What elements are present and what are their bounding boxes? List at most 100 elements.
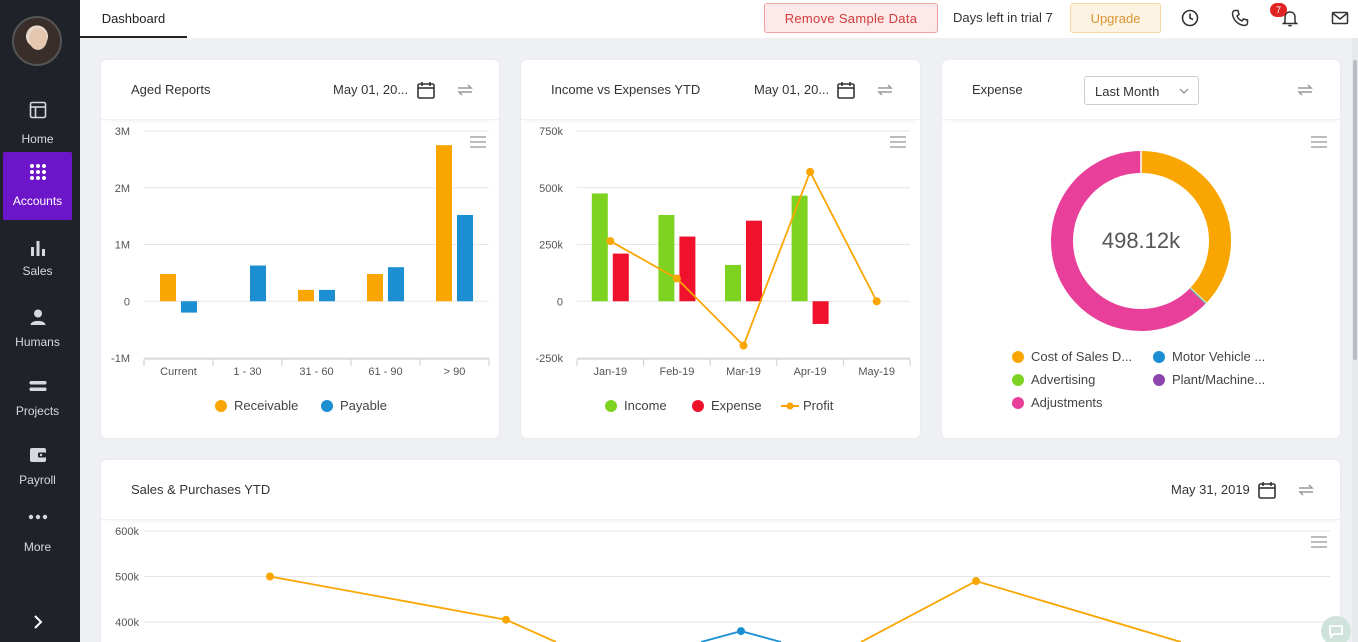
mail-icon[interactable] [1329, 7, 1351, 29]
x-tick-label: 61 - 90 [368, 366, 402, 378]
legend-item-payable[interactable]: Payable [321, 398, 387, 413]
chart-menu-icon[interactable] [1311, 536, 1327, 548]
legend-label: Advertising [1031, 372, 1096, 387]
wallet-icon [3, 445, 72, 465]
person-icon [3, 307, 72, 327]
x-tick-label: Mar-19 [726, 366, 761, 378]
expense-donut-chart [1051, 151, 1231, 331]
sales-point [502, 615, 510, 624]
chevron-down-icon [1179, 88, 1189, 94]
date-picker[interactable]: May 31, 2019 [1171, 482, 1250, 497]
trial-days-text: Days left in trial 7 [953, 10, 1053, 25]
sidebar-item-accounts[interactable]: Accounts [3, 152, 72, 220]
y-tick-label: 0 [557, 296, 563, 308]
bar [250, 265, 266, 302]
sidebar-item-humans[interactable]: Humans [3, 297, 72, 365]
chat-icon[interactable] [1321, 616, 1351, 642]
bar [160, 274, 176, 302]
sidebar-item-more[interactable]: More [3, 503, 72, 571]
profit-point [606, 237, 615, 246]
sidebar-item-label: Payroll [19, 473, 56, 487]
chart-menu-icon[interactable] [1311, 136, 1327, 148]
legend-label: Cost of Sales D... [1031, 349, 1133, 364]
chevron-right-icon[interactable] [26, 610, 50, 634]
sales-purchases-chart: 600k 500k 400k [115, 526, 1330, 642]
sidebar-item-label: More [23, 540, 52, 554]
expense-total: 498.12k [1101, 228, 1181, 253]
profit-point [739, 341, 748, 350]
bar-chart-icon [3, 238, 72, 258]
sidebar-item-label: Home [21, 132, 54, 146]
date-picker[interactable]: May 01, 20... [333, 82, 409, 97]
card-title: Sales & Purchases YTD [131, 482, 271, 497]
bar [367, 274, 383, 302]
y-tick-label: 500k [539, 183, 563, 195]
sidebar-item-sales[interactable]: Sales [3, 228, 72, 296]
chart-menu-icon[interactable] [890, 136, 906, 148]
legend-label: Plant/Machine... [1172, 372, 1266, 387]
donut-slice [1140, 151, 1231, 304]
bar [791, 195, 808, 302]
legend-label: Adjustments [1031, 395, 1103, 410]
sidebar-item-projects[interactable]: Projects [3, 366, 72, 434]
legend-item-plant-machinery[interactable]: Plant/Machine... [1153, 372, 1265, 387]
donut-slice [1051, 151, 1205, 331]
layout-icon [3, 100, 72, 120]
x-tick-label: 1 - 30 [233, 366, 261, 378]
sidebar-item-home[interactable]: Home [3, 90, 72, 158]
refresh-icon[interactable] [1295, 80, 1315, 100]
card-header: Expense Last Month [942, 60, 1340, 120]
top-bar: Dashboard Remove Sample Data Days left i… [80, 0, 1358, 38]
calendar-icon[interactable] [1257, 480, 1277, 500]
legend-item-receivable[interactable]: Receivable [215, 398, 298, 413]
sidebar-item-label: Accounts [12, 194, 63, 208]
avatar[interactable] [12, 16, 62, 66]
legend-item-cost-of-sales[interactable]: Cost of Sales D... [1012, 349, 1132, 364]
refresh-icon[interactable] [875, 80, 895, 100]
sidebar-item-payroll[interactable]: Payroll [3, 435, 72, 503]
period-select-value: Last Month [1095, 84, 1160, 99]
legend-item-income[interactable]: Income [605, 398, 667, 413]
bar [679, 236, 696, 302]
calendar-icon[interactable] [836, 80, 856, 100]
y-tick-label: 600k [115, 526, 139, 538]
x-tick-label: Feb-19 [659, 366, 694, 378]
refresh-icon[interactable] [455, 80, 475, 100]
card-title: Income vs Expenses YTD [551, 82, 701, 97]
phone-icon[interactable] [1229, 7, 1251, 29]
upgrade-button[interactable]: Upgrade [1070, 3, 1161, 33]
calendar-icon[interactable] [416, 80, 436, 100]
legend-item-adjustments[interactable]: Adjustments [1012, 395, 1103, 410]
bar [658, 214, 675, 302]
bell-icon[interactable] [1279, 7, 1301, 29]
tab-dashboard[interactable]: Dashboard [80, 0, 187, 38]
legend-item-advertising[interactable]: Advertising [1012, 372, 1095, 387]
sales-purchases-card: Sales & Purchases YTD May 31, 2019 600k 5… [101, 460, 1340, 642]
date-picker[interactable]: May 01, 20... [754, 82, 830, 97]
card-title: Expense [972, 82, 1023, 97]
sales-point [266, 572, 274, 581]
chart-menu-icon[interactable] [470, 136, 486, 148]
bar [436, 145, 452, 302]
legend-item-expense[interactable]: Expense [692, 398, 762, 413]
bar [298, 289, 314, 302]
y-tick-label: 750k [539, 126, 563, 138]
legend-label: Payable [340, 398, 387, 413]
x-tick-label: Current [160, 366, 197, 378]
layers-icon [3, 376, 72, 396]
sidebar: Home Accounts Sales Humans Projects [0, 0, 80, 642]
card-header: Aged Reports May 01, 20... [101, 60, 499, 120]
legend-label: Motor Vehicle ... [1172, 349, 1266, 364]
x-tick-label: Jan-19 [593, 366, 627, 378]
scrollbar-thumb[interactable] [1353, 60, 1357, 360]
grid-dots-icon [3, 162, 72, 182]
period-select[interactable]: Last Month [1084, 76, 1199, 105]
clock-icon[interactable] [1179, 7, 1201, 29]
remove-sample-data-button[interactable]: Remove Sample Data [764, 3, 938, 33]
expense-card: Expense Last Month 498.12k Cost of Sales… [942, 60, 1340, 438]
bar [612, 253, 629, 302]
legend-item-motor-vehicle[interactable]: Motor Vehicle ... [1153, 349, 1265, 364]
bar [812, 301, 829, 324]
legend-item-profit[interactable]: Profit [781, 398, 833, 413]
refresh-icon[interactable] [1296, 480, 1316, 500]
